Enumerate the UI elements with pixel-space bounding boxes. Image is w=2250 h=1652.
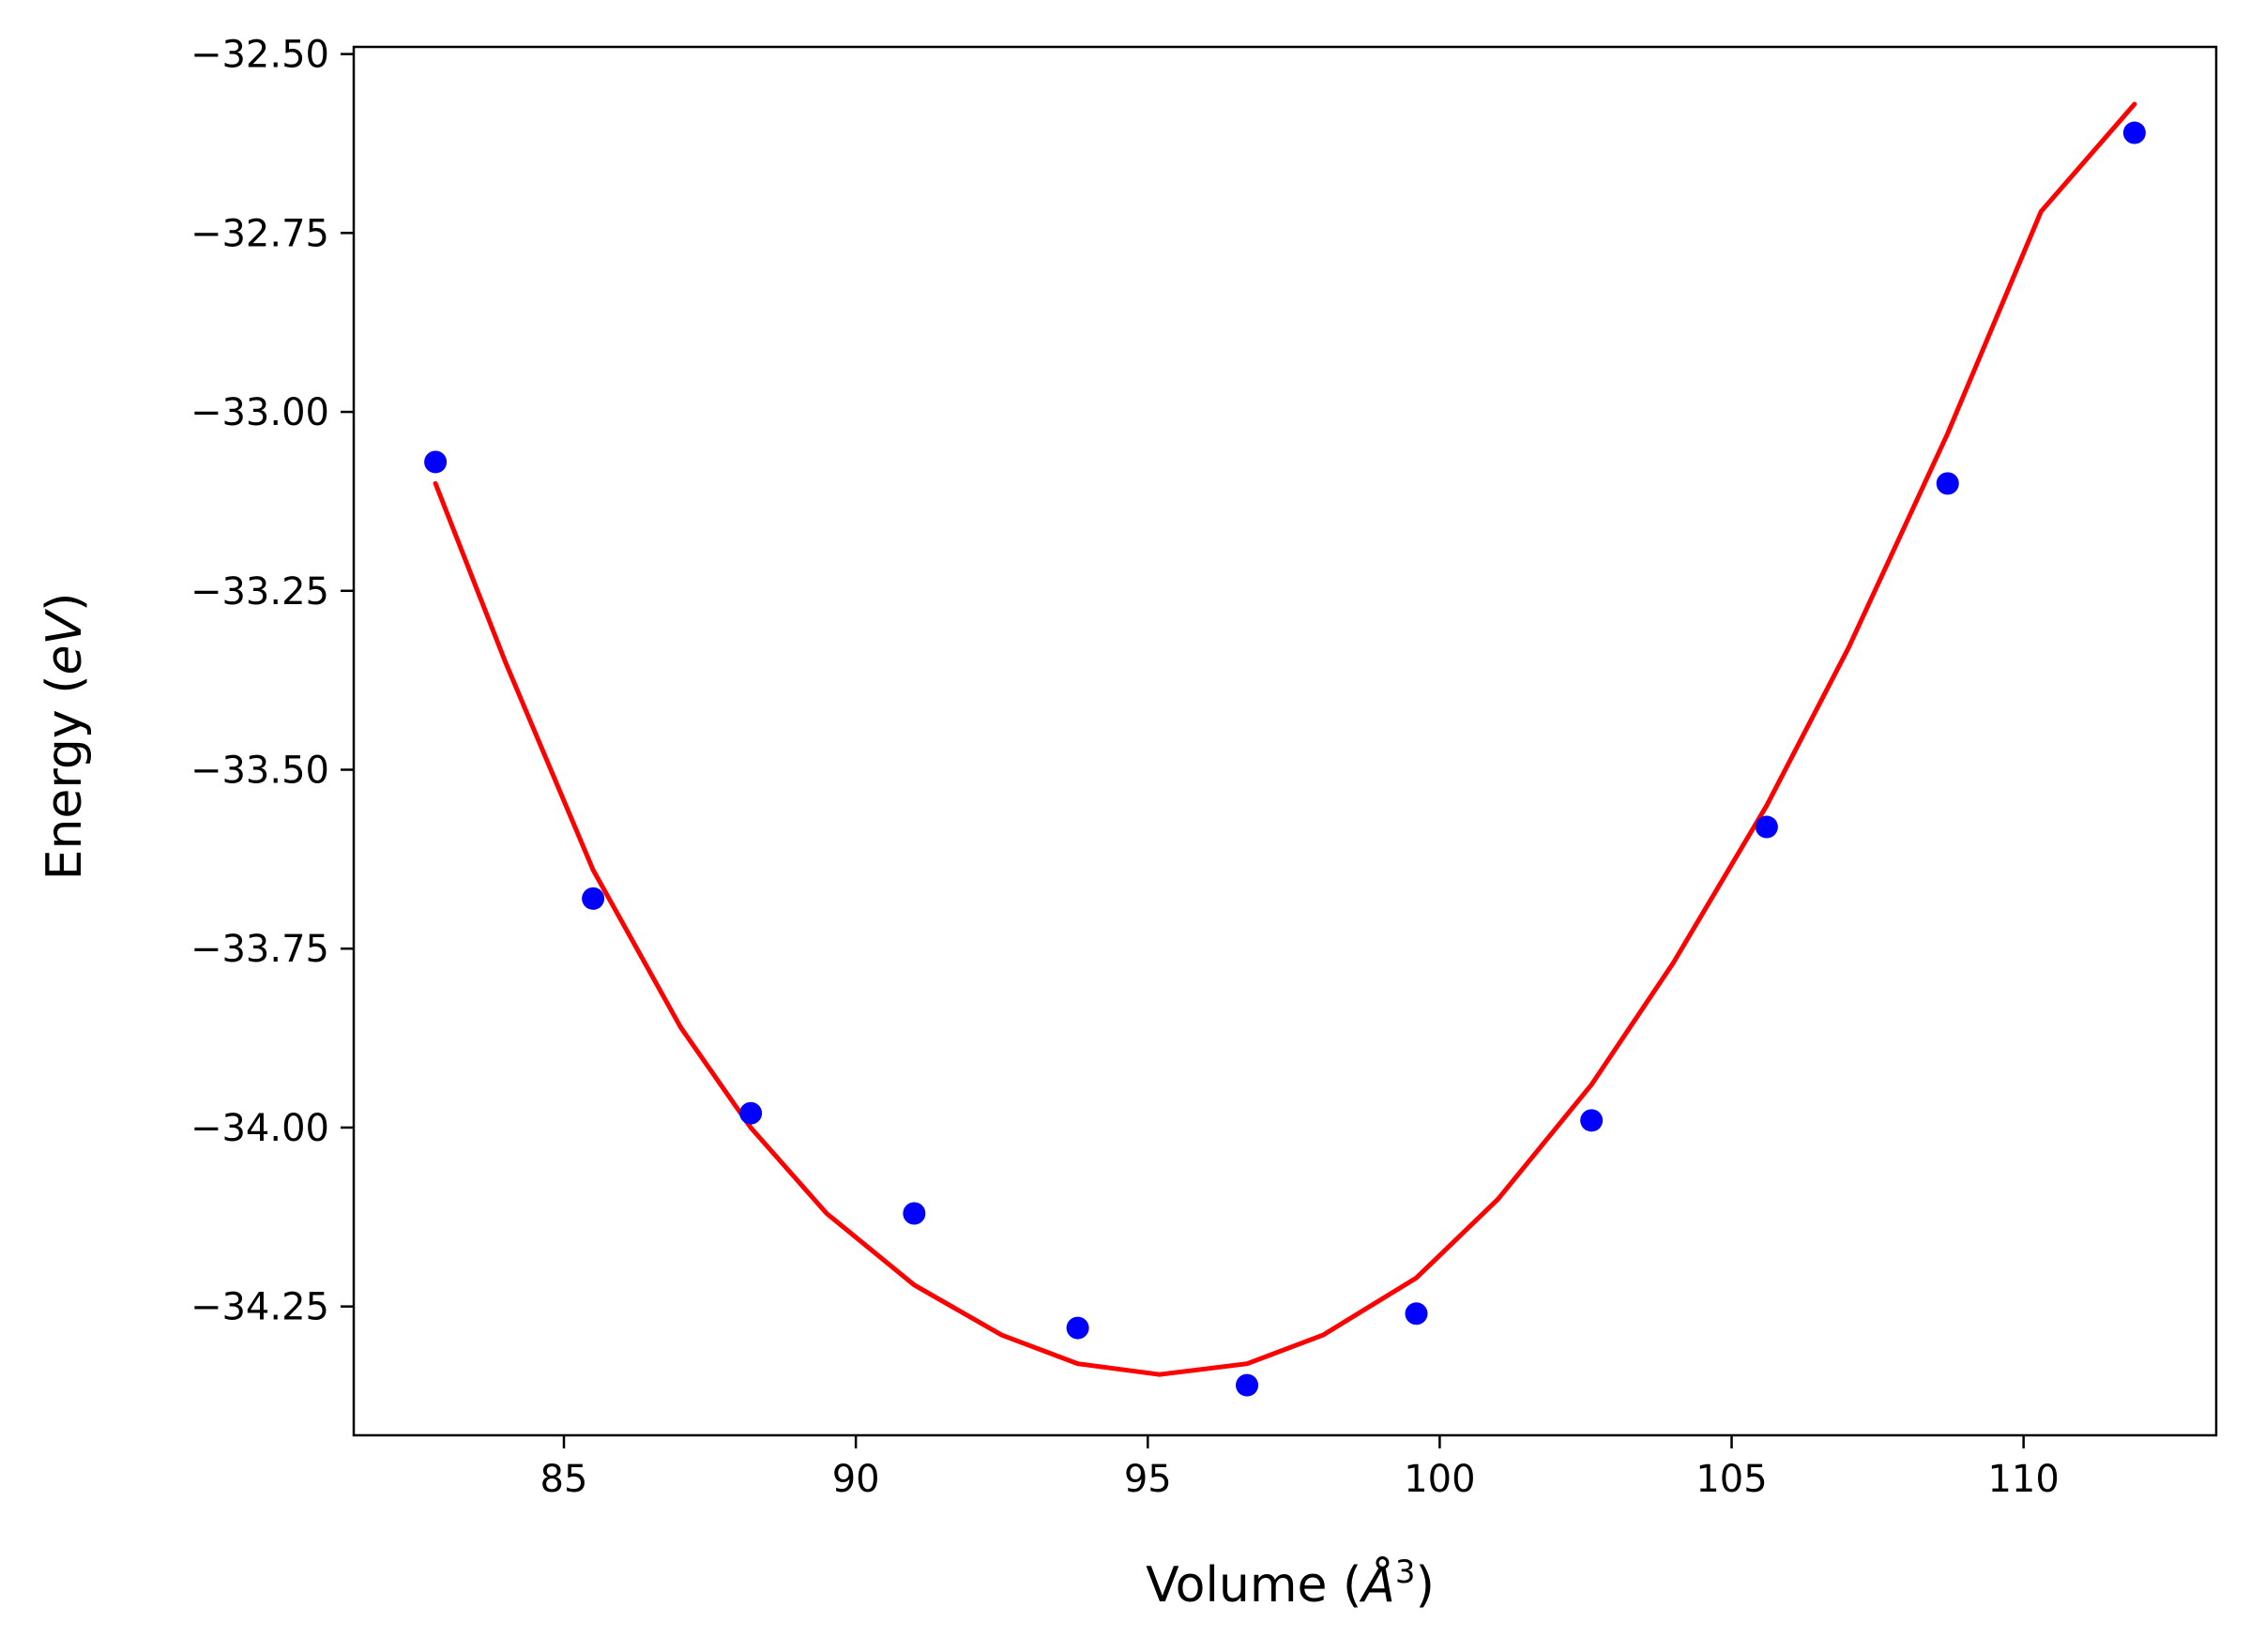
data-point	[1236, 1373, 1259, 1397]
fit-line	[433, 101, 2137, 1377]
data-point	[903, 1202, 926, 1225]
x-axis-label-text: Volume (	[1146, 1557, 1361, 1614]
y-axis-label-close: )	[37, 593, 93, 612]
data-point	[2122, 121, 2146, 144]
x-tick-label: 105	[1695, 1458, 1767, 1501]
y-tick-label: −33.25	[190, 570, 329, 614]
x-axis-label-close: )	[1416, 1557, 1435, 1614]
data-point	[1580, 1109, 1604, 1132]
x-axis-label-symbol: Å	[1359, 1555, 1395, 1614]
y-axis-label-unit: eV	[37, 609, 93, 675]
x-tick-label: 100	[1404, 1458, 1475, 1501]
y-tick-label: −32.75	[190, 212, 329, 255]
x-axis-label-sup: 3	[1395, 1553, 1416, 1591]
plot-frame	[352, 45, 2218, 1437]
y-axis-label: Energy (eV)	[37, 593, 93, 881]
x-tick-label: 110	[1987, 1458, 2059, 1501]
data-point	[1936, 472, 1959, 495]
y-tick-label: −34.25	[190, 1286, 329, 1329]
plot-area	[424, 101, 2146, 1397]
x-axis-label: Volume (Å3)	[1146, 1553, 1435, 1614]
data-point	[1755, 815, 1778, 839]
axes: 85 90 95 100 105 110 −32.50 −32.75 −33.00 −33.25 −…	[190, 34, 2218, 1501]
y-tick-label: −32.50	[190, 34, 329, 77]
data-point	[424, 450, 448, 474]
y-tick-label: −33.00	[190, 391, 329, 434]
data-point	[739, 1101, 763, 1125]
y-tick-label: −33.50	[190, 750, 329, 793]
y-axis-label-text: Energy (	[37, 675, 93, 881]
x-tick-label: 95	[1124, 1458, 1172, 1501]
x-tick-label: 85	[540, 1458, 588, 1501]
x-tick-label: 90	[832, 1458, 880, 1501]
data-point	[582, 887, 605, 910]
data-point	[1405, 1302, 1428, 1326]
y-tick-label: −33.75	[190, 928, 329, 971]
y-tick-label: −34.00	[190, 1107, 329, 1150]
data-point	[1066, 1316, 1089, 1340]
